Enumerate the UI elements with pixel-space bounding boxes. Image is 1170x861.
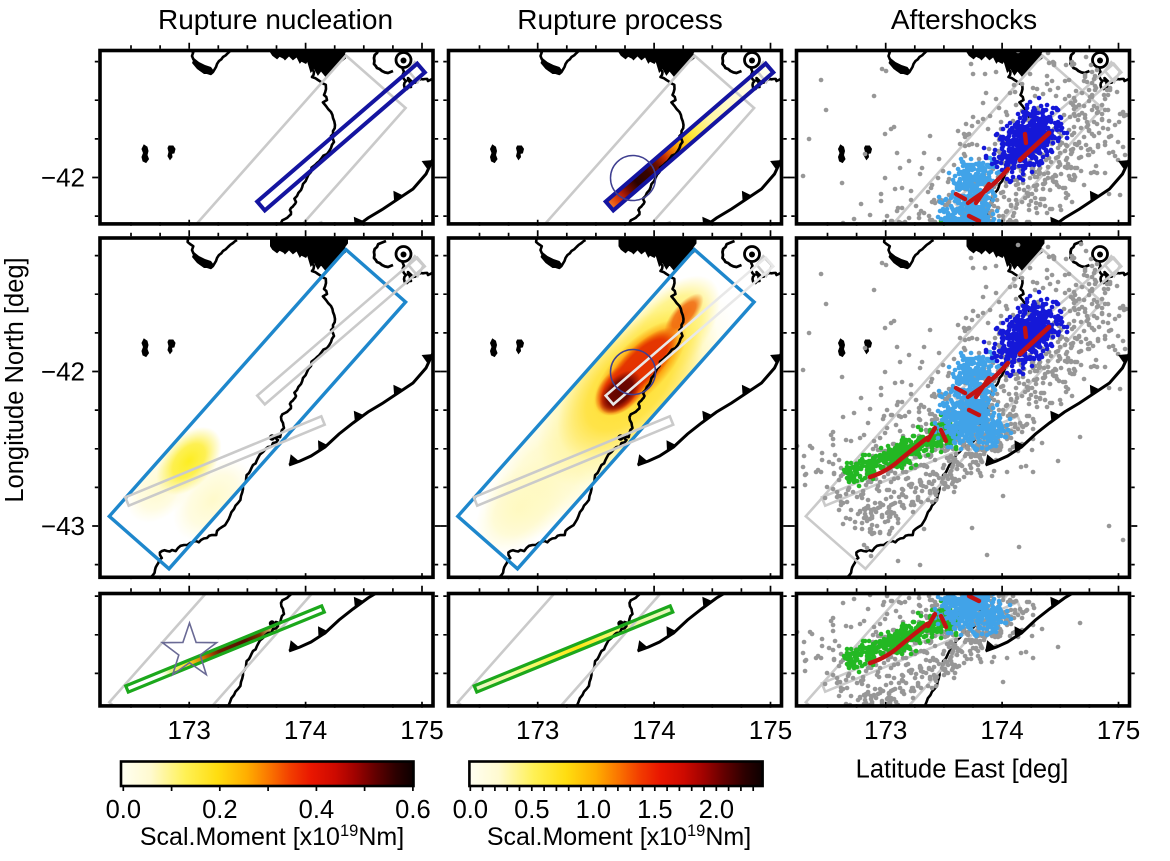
- svg-text:175: 175: [749, 715, 792, 745]
- svg-text:175: 175: [400, 715, 443, 745]
- svg-text:1.5: 1.5: [637, 796, 672, 824]
- svg-text:Latitude East [deg]: Latitude East [deg]: [856, 756, 1069, 784]
- svg-text:173: 173: [168, 715, 211, 745]
- svg-text:Scal.Moment [x1019Nm]: Scal.Moment [x1019Nm]: [487, 822, 751, 851]
- svg-text:174: 174: [632, 715, 675, 745]
- svg-text:2.0: 2.0: [699, 796, 734, 824]
- svg-text:Longitude North [deg]: Longitude North [deg]: [1, 257, 29, 502]
- svg-text:0.0: 0.0: [453, 796, 488, 824]
- svg-text:174: 174: [980, 715, 1023, 745]
- svg-text:Aftershocks: Aftershocks: [891, 4, 1037, 35]
- svg-text:Rupture nucleation: Rupture nucleation: [158, 4, 393, 35]
- svg-text:0.2: 0.2: [202, 796, 237, 824]
- svg-text:Rupture process: Rupture process: [517, 4, 722, 35]
- svg-text:174: 174: [284, 715, 327, 745]
- svg-text:0.6: 0.6: [395, 796, 430, 824]
- svg-text:−43: −43: [41, 511, 85, 541]
- svg-text:−42: −42: [41, 163, 85, 193]
- svg-text:173: 173: [864, 715, 907, 745]
- svg-text:175: 175: [1097, 715, 1140, 745]
- svg-text:0.4: 0.4: [299, 796, 334, 824]
- svg-text:Scal.Moment [x1019Nm]: Scal.Moment [x1019Nm]: [140, 822, 404, 851]
- svg-text:0.5: 0.5: [514, 796, 549, 824]
- svg-text:1.0: 1.0: [576, 796, 611, 824]
- svg-text:−42: −42: [41, 357, 85, 387]
- svg-text:0.0: 0.0: [106, 796, 141, 824]
- svg-text:173: 173: [516, 715, 559, 745]
